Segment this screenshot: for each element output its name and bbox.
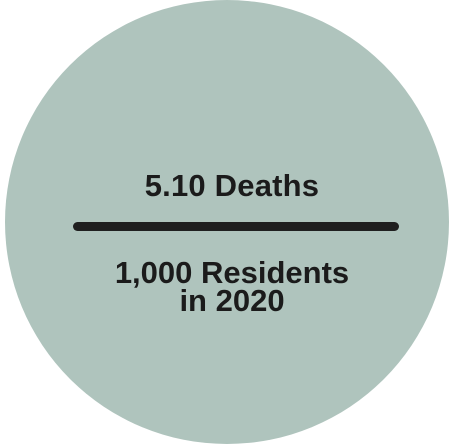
stat-denominator: 1,000 Residents in 2020: [0, 259, 449, 315]
fraction-divider: [73, 222, 399, 231]
denominator-line-2: in 2020: [0, 287, 449, 315]
stat-numerator: 5.10 Deaths: [0, 168, 449, 204]
